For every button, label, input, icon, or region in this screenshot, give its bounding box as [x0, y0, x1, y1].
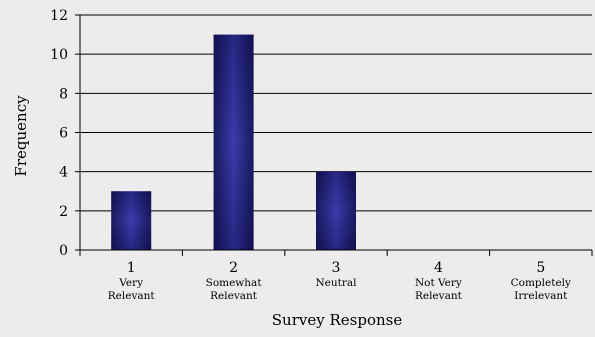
x-category-label-line1: Very — [118, 277, 143, 289]
y-tick-label: 12 — [50, 8, 68, 24]
y-tick-label: 8 — [59, 86, 68, 102]
x-category-label-line2: Irrelevant — [514, 290, 568, 302]
x-category-number: 4 — [434, 260, 443, 276]
x-category-label-line1: Neutral — [315, 277, 357, 289]
x-category-label-line2: Relevant — [108, 290, 156, 302]
x-category-label-line1: Somewhat — [206, 277, 263, 289]
x-category-number: 5 — [536, 260, 545, 276]
bar-group — [111, 191, 152, 250]
bar-shading — [213, 34, 254, 251]
y-axis-title: Frequency — [12, 95, 30, 177]
bar-shading — [316, 171, 356, 250]
x-category-label-line1: Not Very — [415, 277, 462, 289]
y-tick-label: 6 — [59, 126, 68, 142]
y-tick-label: 4 — [59, 165, 68, 181]
x-axis-title: Survey Response — [272, 311, 403, 329]
gridlines — [80, 14, 592, 212]
y-tick-label: 10 — [50, 47, 68, 63]
x-category-label-line1: Completely — [511, 277, 571, 289]
x-category-number: 3 — [332, 260, 341, 276]
bars — [111, 34, 356, 251]
bar-group — [316, 171, 356, 250]
bar-shading — [111, 191, 152, 250]
y-tick-labels: 0 2 4 6 8 10 12 — [50, 8, 68, 259]
x-category-number: 1 — [127, 260, 136, 276]
x-category-number: 2 — [229, 260, 238, 276]
x-category-label-line2: Relevant — [210, 290, 258, 302]
x-category-label-line2: Relevant — [415, 290, 463, 302]
bar-group — [213, 34, 254, 251]
y-tick-label: 2 — [59, 204, 68, 220]
axes — [75, 14, 593, 256]
y-tick-label: 0 — [59, 243, 68, 259]
x-tick-labels: 1VeryRelevant2SomewhatRelevant3Neutral4N… — [108, 260, 571, 302]
